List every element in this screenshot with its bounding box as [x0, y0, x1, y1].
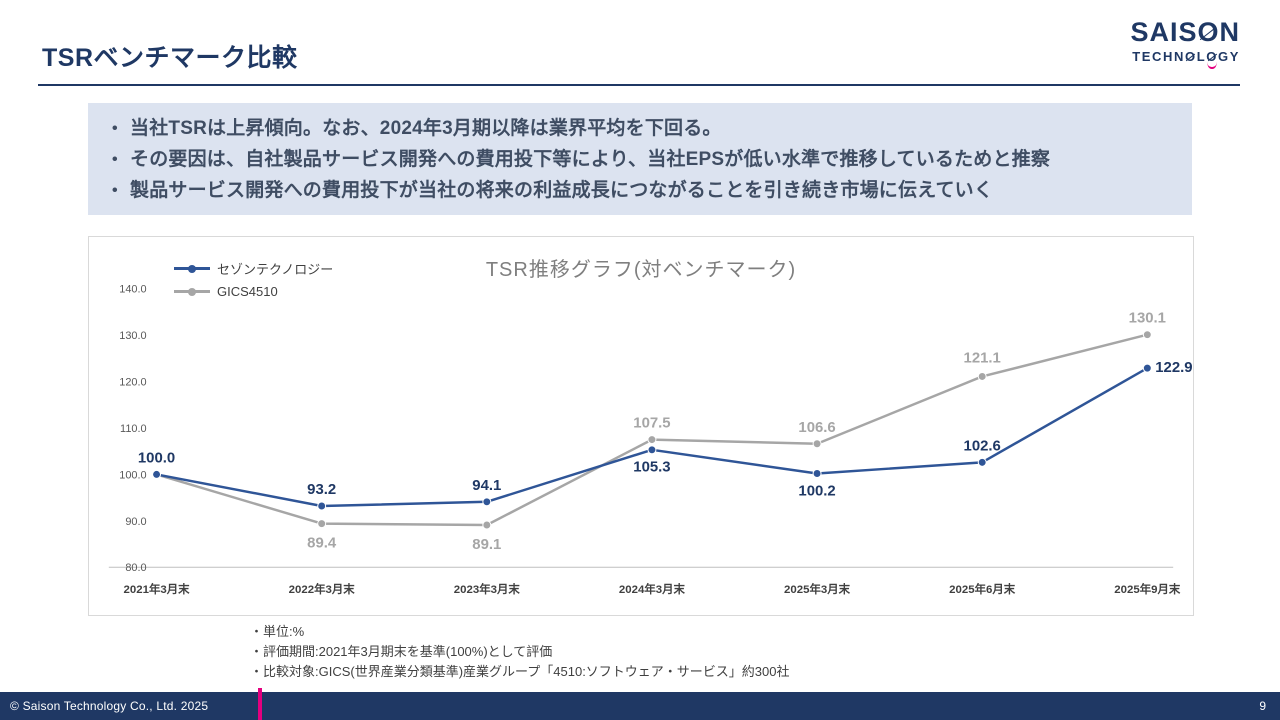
legend-line-marker-icon — [174, 267, 210, 270]
bullet-icon: • — [112, 151, 118, 168]
footnotes: ・単位:% ・評価期間:2021年3月期末を基準(100%)として評価 ・比較対… — [250, 622, 790, 682]
svg-text:2025年6月末: 2025年6月末 — [949, 582, 1016, 596]
data-point-marker — [812, 439, 822, 449]
logo-wordmark-saison: SAISON — [1130, 17, 1240, 47]
data-point-marker — [647, 435, 657, 445]
svg-text:80.0: 80.0 — [125, 562, 146, 574]
data-point-marker — [977, 371, 987, 381]
saison-technology-logo: SAISON TECHNOLOGY — [1130, 17, 1240, 70]
page-title: TSRベンチマーク比較 — [42, 44, 298, 72]
legend-item-saison: セゾンテクノロジー — [174, 257, 333, 280]
title-divider — [38, 84, 1240, 86]
data-point-marker — [152, 469, 162, 479]
chart-axes: 80.0 90.0 100.0 110.0 120.0 130.0 140.0 2021年3月… — [108, 284, 1181, 596]
svg-text:2024年3月末: 2024年3月末 — [619, 582, 686, 596]
svg-text:2022年3月末: 2022年3月末 — [289, 582, 356, 596]
data-point-marker — [482, 520, 492, 530]
summary-bullet-2: • その要因は、自社製品サービス開発への費用投下等により、当社EPSが低い水準で… — [112, 144, 1168, 175]
data-label: 105.3 — [633, 459, 670, 476]
legend-line-marker-icon — [174, 290, 210, 293]
data-label: 100.0 — [138, 449, 175, 466]
svg-text:100.0: 100.0 — [119, 469, 146, 481]
svg-text:140.0: 140.0 — [119, 284, 146, 296]
legend-label: セゾンテクノロジー — [217, 262, 334, 277]
data-label: 107.5 — [633, 415, 670, 432]
svg-text:2021年3月末: 2021年3月末 — [124, 582, 191, 596]
svg-text:130.0: 130.0 — [119, 330, 146, 342]
footer-bar: © Saison Technology Co., Ltd. 2025 9 — [0, 688, 1280, 720]
data-point-marker — [317, 519, 327, 529]
data-label: 89.4 — [307, 534, 337, 551]
logo-wordmark-technology: TECHNOLOGY — [1132, 48, 1240, 70]
summary-bullet-text: 当社TSRは上昇傾向。なお、2024年3月期以降は業界平均を下回る。 — [130, 118, 722, 139]
data-label: 130.1 — [1129, 310, 1166, 327]
data-label: 106.6 — [798, 419, 835, 436]
summary-box: • 当社TSRは上昇傾向。なお、2024年3月期以降は業界平均を下回る。 • そ… — [88, 103, 1192, 215]
series-saison: 100.0 93.2 94.1 105.3 100.2 102.6 122.9 — [138, 359, 1193, 511]
summary-bullet-1: • 当社TSRは上昇傾向。なお、2024年3月期以降は業界平均を下回る。 — [112, 113, 1168, 144]
data-label: 100.2 — [798, 482, 835, 499]
svg-text:2025年3月末: 2025年3月末 — [784, 582, 851, 596]
data-point-marker — [482, 497, 492, 507]
page-number: 9 — [1259, 699, 1266, 713]
summary-bullet-text: その要因は、自社製品サービス開発への費用投下等により、当社EPSが低い水準で推移… — [130, 149, 1051, 170]
data-label: 102.6 — [964, 437, 1001, 454]
data-label: 89.1 — [472, 536, 501, 553]
summary-bullet-text: 製品サービス開発への費用投下が当社の将来の利益成長につながることを引き続き市場に… — [130, 180, 994, 201]
data-point-marker — [647, 445, 657, 455]
pink-accent-bar — [258, 688, 262, 720]
series-gics4510: 89.4 89.1 107.5 106.6 121.1 130.1 — [152, 310, 1166, 553]
data-point-marker — [977, 457, 987, 467]
svg-text:110.0: 110.0 — [120, 423, 147, 435]
tsr-line-chart: 80.0 90.0 100.0 110.0 120.0 130.0 140.0 2021年3月… — [108, 284, 1193, 596]
data-label: 121.1 — [964, 350, 1001, 367]
data-point-marker — [317, 501, 327, 511]
data-label: 94.1 — [472, 477, 501, 494]
chart-legend: セゾンテクノロジー GICS4510 — [174, 257, 333, 303]
data-label: 93.2 — [307, 481, 336, 498]
bullet-icon: • — [112, 182, 118, 199]
svg-text:2025年9月末: 2025年9月末 — [1114, 582, 1181, 596]
bullet-icon: • — [112, 120, 118, 137]
summary-bullet-3: • 製品サービス開発への費用投下が当社の将来の利益成長につながることを引き続き市… — [112, 175, 1168, 206]
legend-label: GICS4510 — [217, 284, 278, 299]
tsr-chart-card: 80.0 90.0 100.0 110.0 120.0 130.0 140.0 2021年3月… — [88, 236, 1194, 616]
footnote-benchmark: ・比較対象:GICS(世界産業分類基準)産業グループ「4510:ソフトウェア・サ… — [250, 664, 790, 680]
copyright-text: © Saison Technology Co., Ltd. 2025 — [10, 699, 209, 713]
footnote-unit: ・単位:% — [250, 624, 305, 639]
data-point-marker — [812, 469, 822, 478]
footnote-period: ・評価期間:2021年3月期末を基準(100%)として評価 — [250, 644, 553, 660]
svg-text:90.0: 90.0 — [125, 516, 146, 528]
legend-item-gics4510: GICS4510 — [174, 280, 333, 303]
chart-title: TSR推移グラフ(対ベンチマーク) — [485, 259, 797, 281]
data-point-marker — [1142, 363, 1152, 373]
data-label: 122.9 — [1155, 359, 1192, 376]
svg-text:120.0: 120.0 — [119, 377, 146, 389]
svg-text:2023年3月末: 2023年3月末 — [454, 582, 521, 596]
data-point-marker — [1142, 330, 1152, 340]
